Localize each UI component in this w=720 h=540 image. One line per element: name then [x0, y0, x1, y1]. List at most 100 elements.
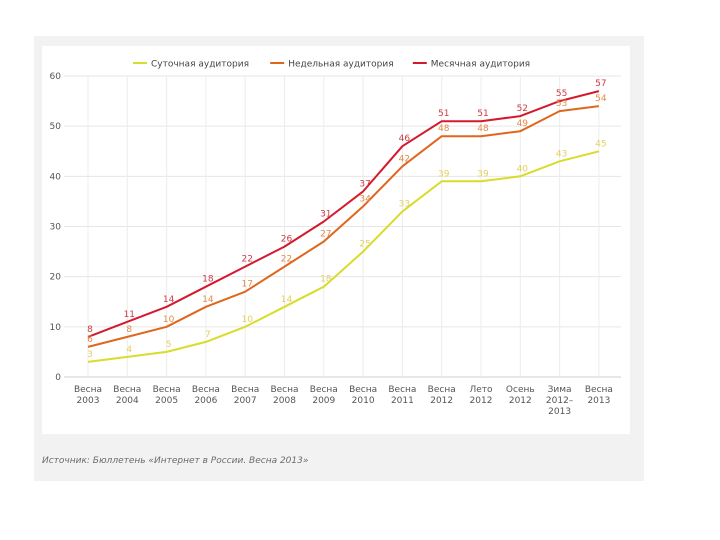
x-tick-label-line: 2011: [391, 396, 414, 406]
legend-label: Недельная аудитория: [288, 60, 393, 70]
x-tick-label-line: Лето: [469, 385, 493, 395]
series-lines: [87, 90, 600, 363]
x-tick-label-line: Весна: [349, 385, 377, 395]
data-label: 51: [477, 109, 488, 119]
x-tick-label-line: Весна: [74, 385, 102, 395]
y-tick-label: 50: [50, 122, 62, 132]
data-label: 48: [438, 124, 450, 134]
x-tick-label-line: 2012–: [546, 396, 574, 406]
data-label: 34: [359, 194, 371, 204]
data-label: 22: [281, 255, 292, 265]
data-label: 48: [477, 124, 489, 134]
x-tick-label-line: 2009: [312, 396, 335, 406]
data-label: 18: [202, 275, 214, 285]
legend-label: Суточная аудитория: [151, 60, 249, 70]
x-tick-label-line: Осень: [506, 385, 535, 395]
data-label: 3: [87, 350, 93, 360]
x-tick-label: Лето 2012: [469, 385, 493, 406]
x-tick-label-line: Весна: [388, 385, 416, 395]
data-label: 7: [205, 330, 211, 340]
data-label: 31: [320, 209, 331, 219]
y-tick-label: 30: [50, 223, 62, 233]
data-label: 51: [438, 109, 449, 119]
data-label: 14: [202, 295, 214, 305]
data-label: 8: [87, 325, 93, 335]
x-tick-label: Весна 2007: [231, 385, 259, 406]
data-label: 27: [320, 230, 331, 240]
data-label: 39: [438, 169, 450, 179]
series-line-2: [87, 105, 600, 348]
x-tick-label-line: 2013: [587, 396, 610, 406]
legend-label: Месячная аудитория: [431, 60, 530, 70]
x-tick-label-line: 2006: [194, 396, 217, 406]
x-tick-label-line: 2013: [548, 407, 571, 417]
data-label: 11: [124, 310, 135, 320]
data-label: 22: [241, 255, 252, 265]
x-tick-label: Весна 2008: [270, 385, 298, 406]
data-label: 6: [87, 335, 93, 345]
data-label: 8: [126, 325, 132, 335]
y-tick-label: 0: [55, 373, 61, 383]
x-tick-label: Весна 2009: [310, 385, 338, 406]
x-tick-label-line: Весна: [113, 385, 141, 395]
x-tick-label-line: 2010: [352, 396, 375, 406]
data-label: 43: [556, 149, 567, 159]
data-label: 26: [281, 235, 293, 245]
x-tick-label-line: 2008: [273, 396, 296, 406]
x-tick-label: Весна 2006: [192, 385, 220, 406]
x-tick-label-line: 2012: [470, 396, 493, 406]
data-label: 14: [281, 295, 293, 305]
data-label: 17: [241, 280, 252, 290]
x-tick-label-line: 2003: [77, 396, 100, 406]
data-label: 52: [517, 104, 528, 114]
source-note: Источник: Бюллетень «Интернет в России. …: [42, 456, 309, 466]
y-tick-label: 40: [50, 172, 62, 182]
x-tick-label: Весна 2013: [585, 385, 613, 406]
x-tick-label-line: Весна: [153, 385, 181, 395]
series-line-1: [87, 150, 600, 363]
x-tick-label: Весна 2003: [74, 385, 102, 406]
y-tick-label: 60: [50, 72, 62, 82]
x-tick-label-line: Весна: [231, 385, 259, 395]
data-label: 54: [595, 94, 607, 104]
y-tick-label: 10: [50, 323, 62, 333]
y-tick-label: 20: [50, 273, 62, 283]
data-label: 39: [477, 169, 489, 179]
data-label: 53: [556, 99, 567, 109]
data-label: 42: [399, 154, 410, 164]
x-tick-label: Весна 2004: [113, 385, 141, 406]
data-label: 18: [320, 275, 332, 285]
data-label: 55: [556, 89, 567, 99]
data-label: 37: [359, 179, 370, 189]
x-tick-label: Весна 2005: [153, 385, 181, 406]
x-tick-label-line: Весна: [270, 385, 298, 395]
data-label: 4: [126, 345, 132, 355]
data-label: 46: [399, 134, 411, 144]
grid: [64, 75, 621, 378]
x-tick-label: Осень 2012: [506, 385, 535, 406]
x-tick-label-line: 2005: [155, 396, 178, 406]
data-label: 40: [517, 164, 529, 174]
data-label: 14: [163, 295, 175, 305]
data-label: 25: [359, 240, 370, 250]
x-tick-label-line: Весна: [585, 385, 613, 395]
series-line-3: [87, 90, 600, 338]
y-axis: 0 10 20 30 40 50 60: [50, 72, 62, 383]
x-tick-label-line: 2012: [509, 396, 532, 406]
data-label: 5: [166, 340, 172, 350]
x-tick-label: Весна 2010: [349, 385, 377, 406]
legend: Суточная аудитория Недельная аудитория Мес…: [133, 60, 530, 70]
data-label: 33: [399, 199, 410, 209]
data-label: 10: [163, 315, 175, 325]
x-tick-label: Весна 2012: [428, 385, 456, 406]
x-tick-label-line: Весна: [192, 385, 220, 395]
x-tick-label-line: 2012: [430, 396, 453, 406]
data-label: 45: [595, 139, 606, 149]
x-tick-label-line: Весна: [310, 385, 338, 395]
x-tick-label-line: 2007: [234, 396, 257, 406]
x-tick-label-line: Зима: [548, 385, 572, 395]
x-tick-label: Весна 2011: [388, 385, 416, 406]
